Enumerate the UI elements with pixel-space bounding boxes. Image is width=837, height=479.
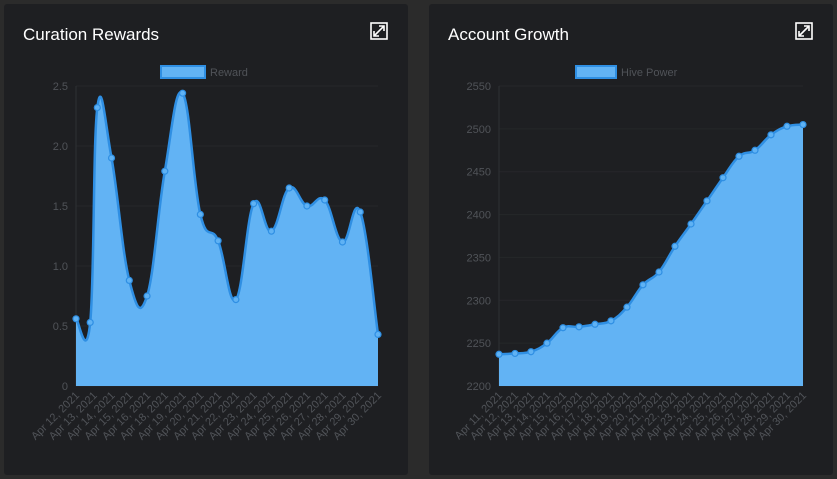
data-point xyxy=(267,227,276,235)
data-point xyxy=(735,152,743,160)
curation-rewards-panel: Curation Rewards Reward 0 0.5 1.0 1.5 2.0 2.5 A… xyxy=(4,4,408,475)
data-point xyxy=(607,317,615,325)
data-point xyxy=(250,200,258,208)
legend-swatch xyxy=(575,65,617,79)
y-tick-label: 2200 xyxy=(467,381,491,393)
data-point xyxy=(72,315,80,323)
y-tick-label: 2350 xyxy=(467,252,491,264)
legend-label: Reward xyxy=(210,67,248,79)
y-tick-label: 0 xyxy=(62,381,68,393)
data-point xyxy=(671,242,679,250)
series-area xyxy=(76,92,378,386)
legend-label: Hive Power xyxy=(621,67,678,79)
y-tick-label: 2550 xyxy=(467,81,491,93)
data-point xyxy=(374,330,382,338)
data-point xyxy=(751,146,759,154)
data-point xyxy=(321,196,329,204)
data-point xyxy=(338,238,347,246)
data-point xyxy=(655,268,663,276)
data-point xyxy=(93,103,101,112)
data-point xyxy=(232,296,240,304)
chart-legend: Reward xyxy=(160,65,248,79)
data-point xyxy=(527,348,535,356)
data-point xyxy=(591,320,599,328)
y-tick-label: 2250 xyxy=(467,338,491,350)
y-tick-label: 0.5 xyxy=(53,321,68,333)
data-point xyxy=(575,323,583,331)
y-tick-label: 2300 xyxy=(467,295,491,307)
series-area xyxy=(499,124,803,387)
data-point xyxy=(767,131,775,139)
y-tick-label: 2450 xyxy=(467,167,491,179)
expand-icon[interactable] xyxy=(795,22,813,40)
y-tick-label: 2500 xyxy=(467,124,491,136)
y-tick-label: 2.5 xyxy=(53,81,68,93)
y-tick-label: 2.0 xyxy=(53,141,68,153)
data-point xyxy=(125,276,133,284)
panel-title: Account Growth xyxy=(448,25,569,44)
data-point xyxy=(495,350,503,358)
data-point xyxy=(559,324,567,332)
account-growth-chart: Hive Power 2200 2250 2300 2350 2400 2450 2500 25… xyxy=(453,65,809,443)
data-point xyxy=(783,122,791,130)
legend-swatch xyxy=(160,65,206,79)
y-tick-label: 2400 xyxy=(467,210,491,222)
data-point xyxy=(543,339,551,347)
data-point xyxy=(161,167,169,175)
panel-title: Curation Rewards xyxy=(23,25,160,44)
data-point xyxy=(687,220,695,228)
data-point xyxy=(703,197,711,205)
y-tick-label: 1.5 xyxy=(53,201,68,213)
data-point xyxy=(214,237,222,245)
data-point xyxy=(178,89,187,97)
data-point xyxy=(196,210,204,218)
account-growth-panel: Account Growth Hive Power 2200 2250 2300 235… xyxy=(429,4,833,475)
data-point xyxy=(86,318,94,326)
data-point xyxy=(356,208,364,216)
data-point xyxy=(639,281,647,289)
data-point xyxy=(303,202,311,210)
data-point xyxy=(799,120,807,129)
chart-legend: Hive Power xyxy=(575,65,678,79)
expand-icon[interactable] xyxy=(370,22,388,40)
data-point xyxy=(143,292,151,300)
data-point xyxy=(623,303,631,311)
data-point xyxy=(511,349,519,358)
data-point xyxy=(107,154,116,162)
data-point xyxy=(719,174,727,182)
y-tick-label: 1.0 xyxy=(53,261,68,273)
data-point xyxy=(285,184,293,192)
